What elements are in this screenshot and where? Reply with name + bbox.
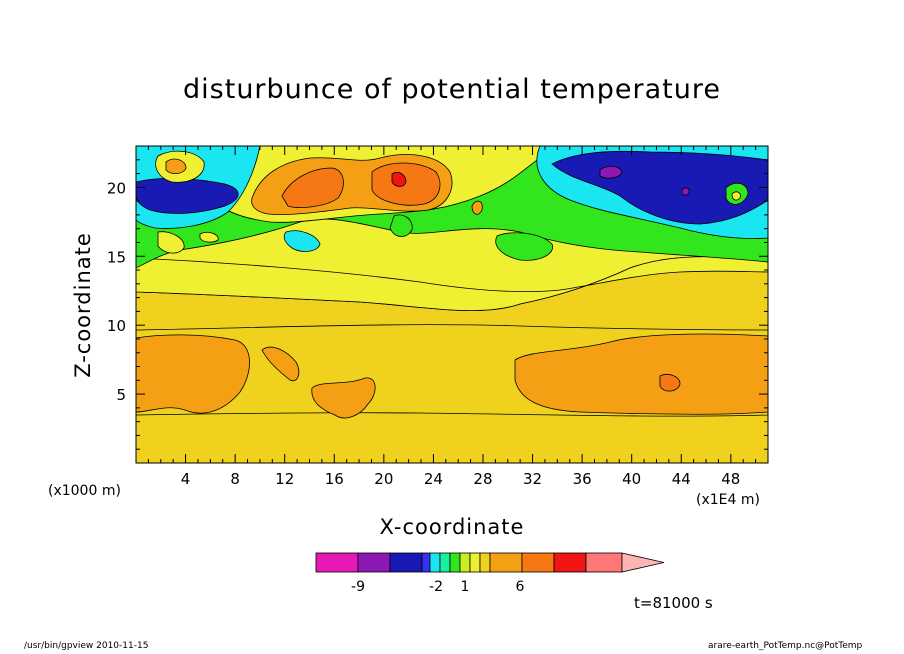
colorbar-segment — [553, 552, 587, 573]
region-warm-left — [136, 334, 250, 414]
colorbar-segment — [521, 552, 555, 573]
y-tick-label: 10 — [107, 317, 126, 335]
x-axis-ticks: 4 8 12 16 20 24 28 32 36 40 44 48 — [147, 146, 757, 488]
x-tick-label: 44 — [672, 470, 691, 488]
x-tick-label: 32 — [523, 470, 542, 488]
x-tick-label: 36 — [573, 470, 592, 488]
region-cyan-small-c — [389, 214, 413, 237]
region-low-layer — [136, 408, 768, 463]
y-tick-label: 15 — [107, 248, 126, 266]
plot-area — [136, 146, 768, 463]
x-tick-label: 40 — [622, 470, 641, 488]
region-warm-small-a — [261, 346, 300, 382]
colorbar-segment — [315, 552, 359, 573]
colorbar-segment — [389, 552, 423, 573]
plot-frame — [135, 145, 769, 464]
region-warm-upper-peak — [391, 172, 407, 187]
colorbar-segment — [449, 552, 461, 573]
colorbar-tick-label: 1 — [461, 579, 470, 595]
region-yellow-small-d — [157, 231, 185, 254]
x-axis-scale-note: (x1E4 m) — [696, 492, 760, 508]
region-warm-upper-core-a — [281, 167, 344, 208]
footer-left-text: /usr/bin/gpview 2010-11-15 — [24, 641, 149, 651]
colorbar-segment — [459, 552, 471, 573]
y-tick-label: 5 — [116, 386, 126, 404]
colorbar-segment — [439, 552, 451, 573]
x-tick-label: 48 — [721, 470, 740, 488]
region-warm-upper-core-b — [371, 162, 441, 206]
colorbar-segment — [479, 552, 491, 573]
region-cyan-small-a — [283, 230, 321, 252]
region-warm-spot — [659, 374, 681, 392]
x-tick-label: 4 — [181, 470, 191, 488]
time-label: t=81000 s — [634, 594, 713, 612]
region-cold-right-yellow — [731, 191, 741, 201]
x-tick-label: 12 — [275, 470, 294, 488]
colorbar-tick-label: -2 — [429, 579, 443, 595]
x-tick-label: 8 — [230, 470, 240, 488]
region-cyan-small-b — [495, 232, 553, 261]
colorbar: -9 -2 1 6 — [315, 552, 665, 595]
chart-title: disturbunce of potential temperature — [183, 74, 721, 105]
region-cold-right-spot — [681, 187, 690, 196]
region-yellow-small-e — [199, 232, 219, 243]
x-tick-label: 20 — [374, 470, 393, 488]
colorbar-segment — [429, 552, 441, 573]
colorbar-segment — [585, 552, 623, 573]
region-cold-right-core — [599, 166, 623, 179]
footer-right-text: arare-earth_PotTemp.nc@PotTemp — [708, 641, 863, 651]
colorbar-tick-label: 6 — [516, 579, 525, 595]
region-warm-small-b — [311, 377, 376, 419]
x-tick-label: 28 — [473, 470, 492, 488]
y-tick-label: 20 — [107, 179, 126, 197]
region-topleft-orange — [165, 158, 187, 174]
x-tick-label: 16 — [325, 470, 344, 488]
colorbar-segment — [489, 552, 523, 573]
x-tick-label: 24 — [424, 470, 443, 488]
colorbar-arrow — [621, 552, 665, 573]
x-axis-label: X-coordinate — [379, 515, 525, 539]
x-axis-unit: (x1000 m) — [48, 483, 121, 499]
colorbar-tick-label: -9 — [351, 579, 365, 595]
y-axis-ticks: 5 10 15 20 — [107, 159, 768, 450]
region-yellow-band-lower — [136, 256, 768, 311]
colorbar-segment — [421, 552, 431, 573]
colorbar-segment — [357, 552, 391, 573]
region-warm-spot-f — [471, 200, 483, 215]
colorbar-segment — [469, 552, 481, 573]
